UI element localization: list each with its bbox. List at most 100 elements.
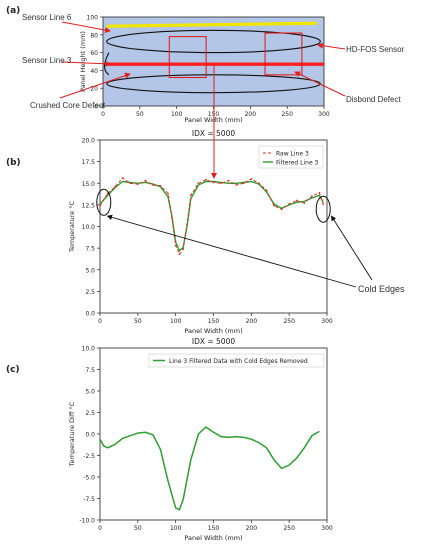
callout-hdfos-text: HD-FOS Sensor (346, 45, 405, 54)
panel-b-xtick-label: 150 (208, 318, 220, 325)
sensor-loop-upper (106, 29, 321, 54)
disbond-box (264, 32, 303, 76)
sensor-loop-link (103, 52, 110, 76)
callout-crushed-core-text: Crushed Core Defect (30, 101, 106, 110)
panel-label-b: (b) (6, 158, 21, 168)
raw-point (121, 177, 124, 179)
panel-a-ytick-label: 60 (90, 50, 98, 57)
panel-a-ytick-label: 20 (90, 86, 98, 93)
panel-c-title: IDX = 5000 (192, 337, 235, 346)
callout-sensor-line-6: Sensor Line 6 (22, 13, 72, 22)
raw-point (205, 178, 207, 181)
panel-c-ytick-label: 0.0 (85, 432, 95, 439)
panel-b-xtick-label: 250 (283, 318, 295, 325)
arrow-sensor-line-3 (61, 60, 111, 67)
crushed-core-box (168, 36, 207, 79)
raw-point (186, 223, 188, 226)
panel-a-xtick-label: 50 (136, 111, 144, 118)
panel-b-xlabel: Panel Width (mm) (184, 327, 242, 335)
panel-b-ylabel: Temperature °C (68, 201, 76, 253)
panel-c-ytick-label: -2.5 (83, 453, 95, 460)
panel-c-ylabel: Temperature Diff °C (68, 401, 76, 467)
arrow-sensor-line-6 (61, 21, 111, 34)
raw-point (220, 182, 222, 185)
panel-a-xtick-label: 300 (318, 111, 330, 118)
panel-b-ytick-label: 2.5 (85, 289, 95, 296)
panel-b-ytick-label: 20.0 (82, 138, 96, 145)
legend-filtered-label: Filtered Line 3 (276, 160, 319, 167)
raw-point (106, 192, 109, 195)
arrow-crushed-core (59, 72, 131, 99)
panel-b-xtick-label: 200 (246, 318, 258, 325)
panel-label-a: (a) (6, 6, 20, 16)
series-raw-line-3 (99, 177, 324, 256)
raw-point (288, 203, 291, 205)
panel-c-ytick-label: 7.5 (85, 367, 95, 374)
cold-edge-left (96, 188, 112, 216)
raw-point (167, 192, 170, 195)
callout-sensor-line-6-text: Sensor Line 6 (22, 13, 72, 22)
arrow-disbond (294, 71, 346, 97)
panel-c-ytick-label: -10.0 (79, 518, 95, 525)
raw-point (197, 182, 200, 185)
panel-c-ytick-label: 5.0 (85, 389, 95, 396)
arrow-hdfos (317, 42, 346, 50)
panel-c-xtick-label: 250 (283, 525, 295, 532)
panel-a-ylabel: Panel Height (mm) (79, 31, 87, 92)
raw-point (159, 184, 162, 187)
raw-point (235, 184, 238, 186)
panel-c-ytick-label: -7.5 (83, 496, 95, 503)
cold-edges-label: Cold Edges (358, 284, 405, 294)
raw-point (280, 208, 283, 211)
raw-point (318, 191, 321, 194)
raw-point (99, 204, 101, 207)
panel-c-xtick-label: 50 (134, 525, 142, 532)
cold-edge-right (315, 195, 331, 223)
panel-b-legend (258, 145, 324, 169)
raw-point (144, 179, 147, 182)
panel-b-ytick-label: 5.0 (85, 267, 95, 274)
panel-b-ytick-label: 0.0 (85, 311, 95, 318)
panel-a-xtick-label: 0 (101, 111, 105, 118)
panel-c-xtick-label: 150 (208, 525, 220, 532)
panel-label-c: (c) (6, 365, 20, 375)
series-line-3-filtered (99, 426, 320, 511)
raw-point (303, 202, 306, 205)
arrow-cold-left (106, 214, 357, 288)
raw-point (152, 184, 154, 186)
raw-point (189, 194, 192, 197)
legend-c-label: Line 3 Filtered Data with Cold Edges Rem… (169, 358, 308, 365)
raw-point (174, 244, 177, 247)
series-filtered-line-3 (99, 180, 324, 252)
panel-b-ytick-label: 10.0 (82, 224, 96, 231)
panel-b-ytick-label: 7.5 (85, 246, 95, 253)
panel-a-xtick-label: 250 (281, 111, 293, 118)
legend-raw-label: Raw Line 3 (276, 151, 309, 158)
raw-point (227, 179, 230, 182)
callout-disbond-text: Disbond Defect (346, 95, 401, 104)
panel-b-xtick-label: 50 (134, 318, 142, 325)
panel-c: 0 50 100 150 200 250 300 -10.0 -7.5 -5.0 -2.5 0.0 2.… (68, 337, 333, 542)
panel-b: 0 50 100 150 200 250 300 0.0 2.5 5.0 7.5 10.0 12.5 15… (68, 129, 373, 335)
raw-point (310, 195, 313, 198)
raw-point (295, 199, 298, 202)
raw-point (182, 248, 185, 250)
panel-c-xtick-label: 200 (246, 525, 258, 532)
callout-sensor-line-3-text: Sensor Line 3 (22, 56, 72, 65)
panel-b-ytick-label: 17.5 (82, 159, 96, 166)
panel-b-xtick-label: 100 (170, 318, 182, 325)
raw-point (136, 183, 139, 186)
panel-a-ytick-label: 80 (90, 32, 98, 39)
sensor-line-6 (106, 21, 317, 28)
raw-point (258, 182, 260, 185)
raw-point (114, 185, 117, 188)
panel-c-xtick-label: 0 (98, 525, 102, 532)
panel-c-ytick-label: -5.0 (83, 475, 95, 482)
raw-point (129, 182, 132, 185)
panel-c-xlabel: Panel Width (mm) (184, 534, 242, 542)
raw-point (170, 216, 173, 219)
panel-b-xtick-label: 0 (98, 318, 102, 325)
panel-b-ytick-label: 12.5 (82, 202, 96, 209)
panel-c-xtick-label: 300 (321, 525, 333, 532)
